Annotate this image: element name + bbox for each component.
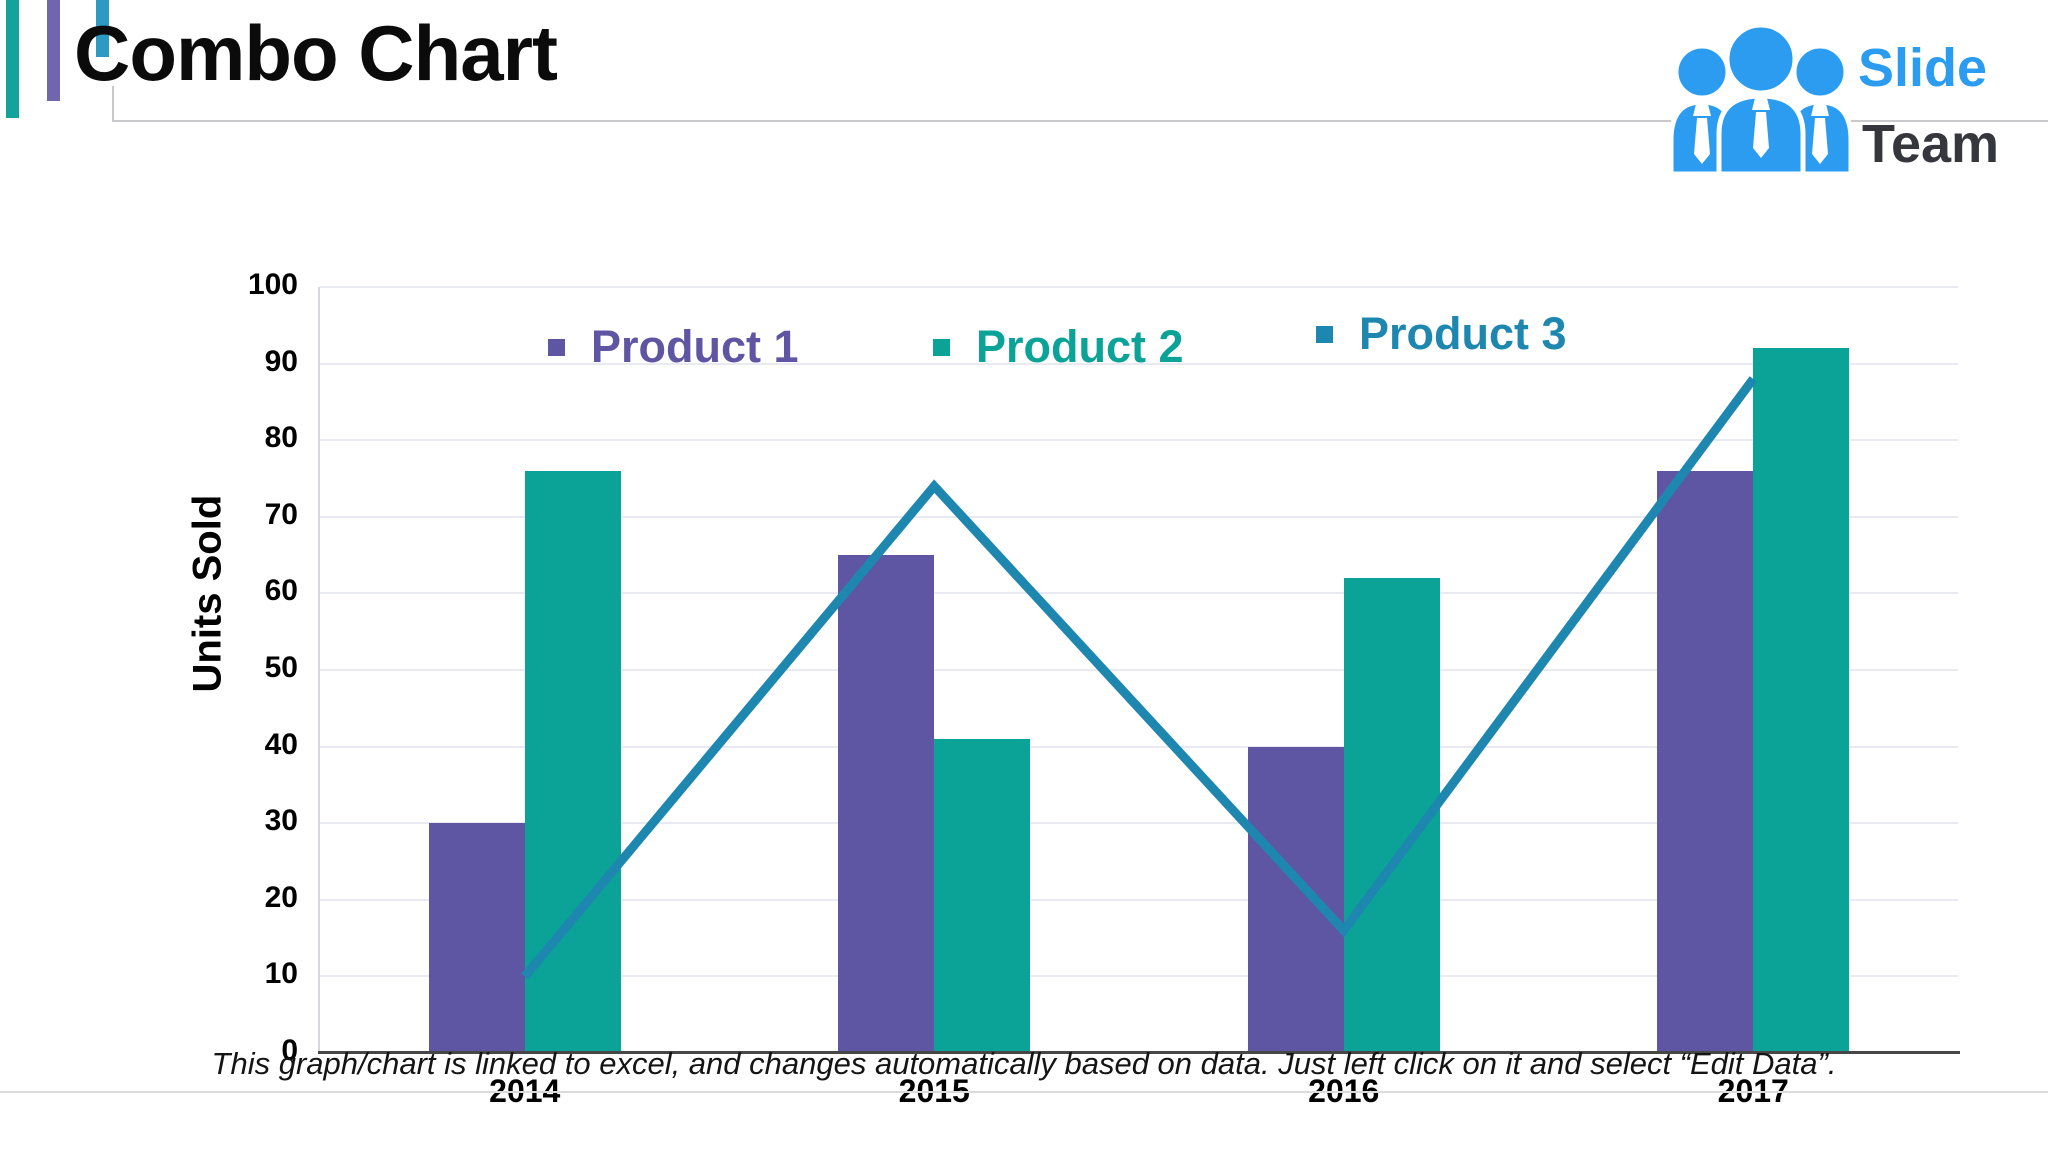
legend-item-product-2: Product 2 xyxy=(933,321,1184,373)
people-icon xyxy=(1668,22,1854,174)
legend-marker-icon xyxy=(548,338,565,356)
title-underline xyxy=(112,120,2048,122)
legend-label: Product 3 xyxy=(1359,308,1567,359)
y-tick-label-70: 70 xyxy=(264,497,298,531)
y-axis-title: Units Sold xyxy=(185,494,230,693)
legend-marker-icon xyxy=(1316,325,1333,343)
gridline-90 xyxy=(320,362,1958,365)
slideteam-logo: Slide Team xyxy=(1668,22,1999,174)
y-tick-label-20: 20 xyxy=(264,880,298,914)
y-tick-label-60: 60 xyxy=(264,574,298,608)
y-tick-label-90: 90 xyxy=(264,344,298,378)
bar-product-2-2017 xyxy=(1753,348,1850,1053)
footer-rule xyxy=(0,1091,2048,1093)
bar-product-1-2016 xyxy=(1247,746,1344,1053)
y-tick-label-80: 80 xyxy=(264,421,298,455)
gridline-60 xyxy=(320,592,1958,595)
logo-word-slide: Slide xyxy=(1858,38,1987,98)
y-axis-line xyxy=(318,287,320,1053)
legend-label: Product 1 xyxy=(591,321,799,372)
y-tick-label-10: 10 xyxy=(264,957,298,991)
gridline-100 xyxy=(320,286,1958,288)
legend-item-product-1: Product 1 xyxy=(548,321,799,373)
combo-chart[interactable]: 0 10 20 30 40 50 60 70 80 90 100 2014 2015 2016 2017 … xyxy=(0,130,2048,1109)
y-tick-label-50: 50 xyxy=(264,651,298,684)
title-underline-corner xyxy=(112,86,114,122)
page-title: Combo Chart xyxy=(74,9,558,97)
bar-product-2-2015 xyxy=(934,738,1031,1053)
gridline-70 xyxy=(320,515,1958,518)
y-tick-label-0: 0 xyxy=(281,1034,298,1067)
plot-area: 0 10 20 30 40 50 60 70 80 90 100 2014 2015 2016 2017 … xyxy=(248,268,1960,1109)
line-series xyxy=(521,376,1757,980)
bar-product-1-2015 xyxy=(838,555,935,1053)
gridline-20 xyxy=(320,898,1958,901)
x-axis-line xyxy=(318,1051,1960,1054)
accent-bar-purple xyxy=(47,0,60,101)
gridline-10 xyxy=(320,975,1958,978)
line-product-3 xyxy=(521,376,1757,980)
accent-bar-teal xyxy=(6,0,19,118)
footer-note: This graph/chart is linked to excel, and… xyxy=(211,1046,1837,1081)
gridline-80 xyxy=(320,439,1958,442)
gridline-30 xyxy=(320,822,1958,825)
gridline-50 xyxy=(320,669,1958,671)
bar-product-1-2014 xyxy=(428,823,525,1053)
accent-bar-blue xyxy=(96,0,109,57)
y-tick-label-100: 100 xyxy=(247,268,298,301)
logo-word-team: Team xyxy=(1862,114,1999,174)
bar-product-1-2017 xyxy=(1657,470,1754,1053)
legend-marker-icon xyxy=(933,338,950,356)
legend-label: Product 2 xyxy=(976,321,1184,372)
gridline-40 xyxy=(320,745,1958,748)
legend-item-product-3: Product 3 xyxy=(1316,308,1567,360)
y-tick-label-40: 40 xyxy=(264,727,298,761)
y-tick-label-30: 30 xyxy=(264,804,298,838)
